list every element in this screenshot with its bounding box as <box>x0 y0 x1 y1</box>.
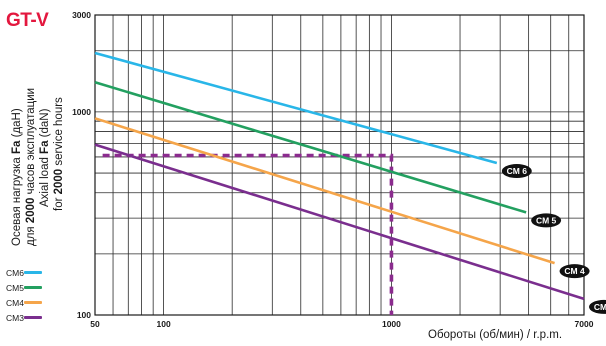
y-tick-label: 100 <box>77 310 91 320</box>
legend-label: CM6 <box>6 267 24 278</box>
legend-swatch <box>24 301 42 304</box>
legend-swatch <box>24 271 42 274</box>
series-line-cm6 <box>94 51 498 165</box>
x-tick-label: 1000 <box>382 319 401 329</box>
x-tick-label: 7000 <box>575 319 594 329</box>
end-label: CM 3 <box>594 302 606 312</box>
end-label-badge <box>501 164 532 179</box>
x-tick-label: 100 <box>156 319 170 329</box>
legend-item-cm5: CM5 <box>6 280 42 295</box>
end-label-badge <box>531 213 562 228</box>
example-guide-line <box>102 153 394 315</box>
series-line-cm4 <box>94 117 555 265</box>
end-label: CM 5 <box>536 215 557 225</box>
end-label-badge <box>589 299 606 314</box>
y-tick-label: 3000 <box>72 10 91 20</box>
end-label-badge <box>559 264 590 279</box>
legend-swatch <box>24 316 42 319</box>
legend-item-cm4: CM4 <box>6 295 42 310</box>
end-label: CM 6 <box>507 166 528 176</box>
brand-title: GT-V <box>6 10 49 31</box>
series-line-cm5 <box>94 80 527 214</box>
legend-label: CM5 <box>6 282 24 293</box>
legend: CM6 CM5 CM4 CM3 <box>6 265 42 325</box>
legend-item-cm6: CM6 <box>6 265 42 280</box>
end-label: CM 4 <box>564 266 585 276</box>
x-axis-label: Обороты (об/мин) / r.p.m. <box>428 329 563 341</box>
plot-frame <box>94 14 585 316</box>
legend-swatch <box>24 286 42 289</box>
series-line-cm3 <box>94 143 585 301</box>
y-tick-label: 1000 <box>72 107 91 117</box>
legend-item-cm3: CM3 <box>6 310 42 325</box>
x-tick-label: 50 <box>90 319 100 329</box>
legend-label: CM4 <box>6 297 24 308</box>
legend-label: CM3 <box>6 312 24 323</box>
